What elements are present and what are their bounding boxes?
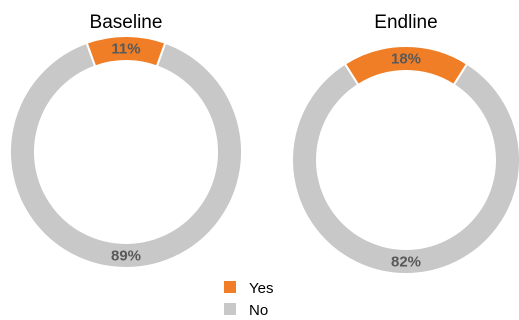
slice-no <box>291 62 519 275</box>
donut-endline: Endline 18% 82% <box>291 12 519 275</box>
data-label-no: 82% <box>391 254 421 271</box>
legend-label-no: No <box>249 302 268 319</box>
slice-yes <box>343 45 469 87</box>
slice-no <box>9 41 243 269</box>
legend-swatch-yes <box>224 281 236 293</box>
chart-title-baseline: Baseline <box>90 12 163 33</box>
slice-yes <box>85 35 167 68</box>
data-label-yes: 11% <box>111 41 140 58</box>
chart-title-endline: Endline <box>374 12 437 33</box>
donut-baseline: Baseline 11% 89% <box>9 12 243 269</box>
legend-label-yes: Yes <box>249 280 273 297</box>
legend: Yes No <box>224 280 273 319</box>
data-label-yes: 18% <box>391 51 421 68</box>
legend-swatch-no <box>224 303 236 315</box>
data-label-no: 89% <box>111 248 141 265</box>
